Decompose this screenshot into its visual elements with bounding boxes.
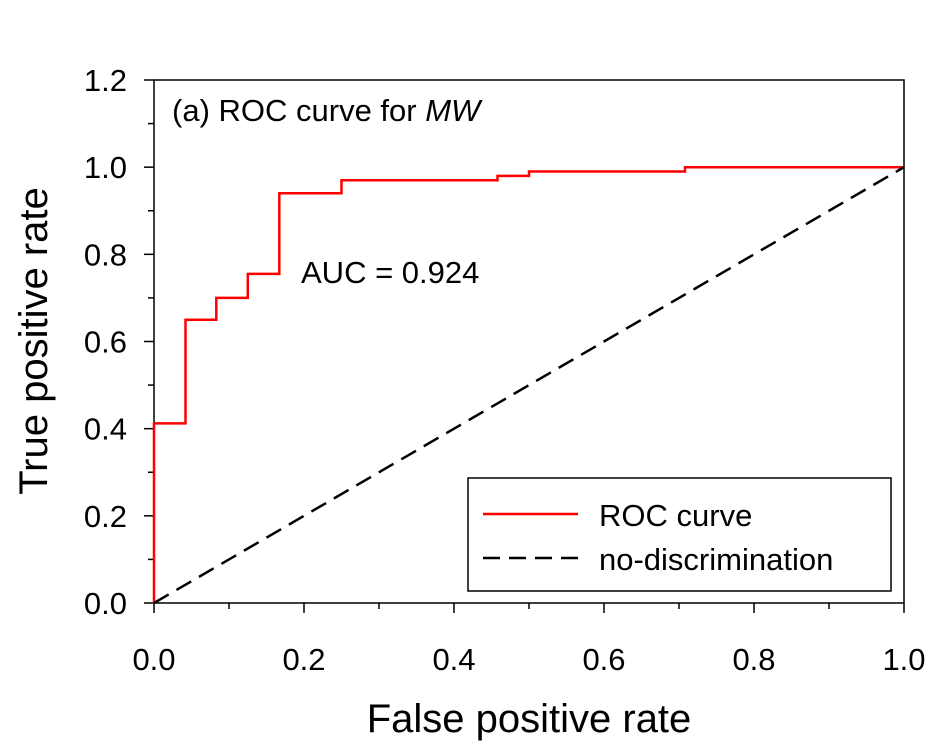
- auc-annotation: AUC = 0.924: [301, 255, 479, 290]
- chart-title: (a) ROC curve for MW: [172, 93, 483, 128]
- y-tick-label: 0.8: [84, 237, 127, 272]
- x-tick-label: 0.4: [432, 642, 475, 677]
- x-tick-label: 1.0: [882, 642, 925, 677]
- y-tick-label: 1.2: [84, 63, 127, 98]
- legend-box: [467, 477, 892, 592]
- y-axis-label: True positive rate: [12, 187, 56, 495]
- series-line-roc-curve: [152, 165, 904, 603]
- x-axis-label: False positive rate: [367, 697, 692, 741]
- x-tick-label: 0.6: [582, 642, 625, 677]
- y-tick-label: 1.0: [84, 150, 127, 185]
- y-tick-label: 0.4: [84, 412, 127, 447]
- x-tick-label: 0.0: [132, 642, 175, 677]
- legend-label-no-discrimination: no-discrimination: [599, 542, 833, 577]
- x-tick-label: 0.8: [732, 642, 775, 677]
- chart-title-italic: MW: [425, 93, 483, 128]
- x-tick-labels: 0.0 0.2 0.4 0.6 0.8 1.0: [132, 642, 925, 677]
- axis-ticks: [144, 79, 905, 613]
- x-tick-label: 0.2: [282, 642, 325, 677]
- y-tick-labels: 0.0 0.2 0.4 0.6 0.8 1.0 1.2: [84, 63, 127, 621]
- y-tick-label: 0.0: [84, 586, 127, 621]
- series-lines: [152, 165, 905, 605]
- chart-title-prefix: (a) ROC curve for: [172, 93, 425, 128]
- series-line-no-discrimination: [153, 166, 905, 605]
- y-tick-label: 0.6: [84, 325, 127, 360]
- y-tick-label: 0.2: [84, 499, 127, 534]
- legend: ROC curve no-discrimination: [467, 477, 892, 592]
- legend-label-roc-curve: ROC curve: [599, 498, 752, 533]
